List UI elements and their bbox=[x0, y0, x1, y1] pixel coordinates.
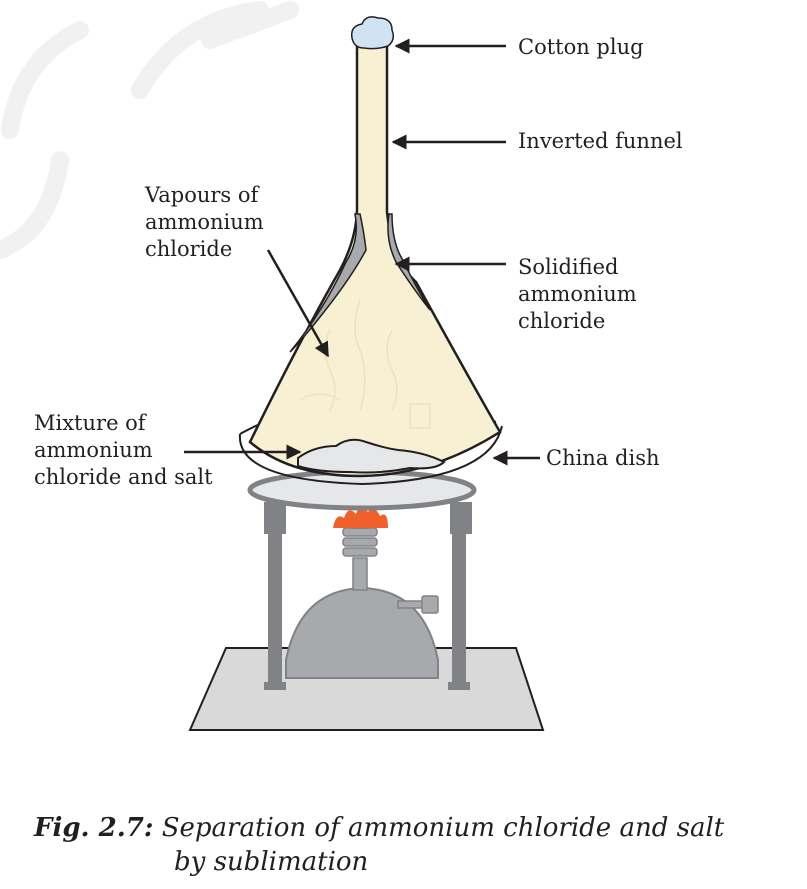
cotton-plug bbox=[350, 16, 395, 50]
caption-line-2: by sublimation bbox=[174, 847, 369, 877]
caption-line-1: Separation of ammonium chloride and salt bbox=[161, 813, 725, 843]
label-solidified: Solidified ammonium chloride bbox=[518, 255, 637, 333]
china-dish-front bbox=[238, 425, 503, 486]
label-china-dish: China dish bbox=[546, 446, 660, 470]
label-mixture: Mixture of ammonium chloride and salt bbox=[34, 411, 213, 489]
tripod-ring bbox=[247, 469, 477, 511]
tripod-stand bbox=[247, 469, 477, 690]
inverted-funnel bbox=[248, 40, 502, 478]
label-inverted-funnel: Inverted funnel bbox=[518, 129, 683, 153]
figure-caption: Fig. 2.7: Separation of ammonium chlorid… bbox=[34, 811, 724, 879]
watermark bbox=[0, 1, 299, 259]
label-vapours: Vapours of ammonium chloride bbox=[145, 183, 264, 261]
leader-arrows bbox=[184, 38, 540, 466]
gas-knob bbox=[397, 595, 439, 614]
mixture-heap bbox=[297, 438, 446, 474]
figure-number: Fig. 2.7: bbox=[34, 813, 154, 843]
flame bbox=[333, 507, 388, 528]
burner-tube bbox=[342, 519, 378, 591]
label-cotton-plug: Cotton plug bbox=[518, 35, 644, 59]
arrow-vapours bbox=[266, 249, 330, 358]
